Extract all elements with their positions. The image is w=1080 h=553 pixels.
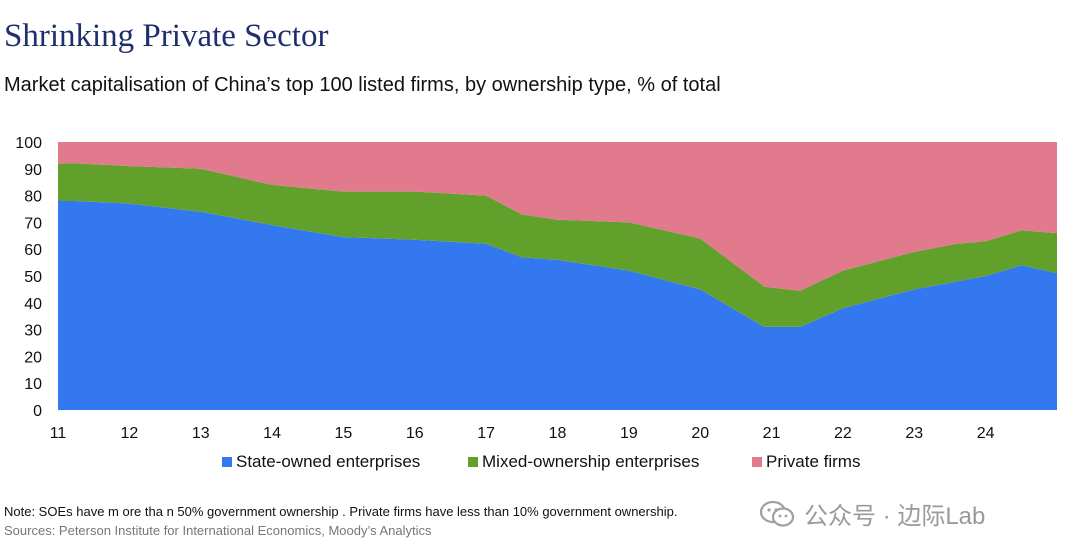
x-tick-label: 19 <box>620 425 638 442</box>
x-tick-label: 20 <box>691 425 709 442</box>
x-tick-label: 14 <box>263 425 281 442</box>
y-tick-label: 10 <box>24 376 42 393</box>
y-tick-label: 70 <box>24 215 42 232</box>
x-tick-label: 24 <box>977 425 995 442</box>
y-tick-label: 50 <box>24 269 42 286</box>
area-layers <box>58 142 1057 410</box>
legend-label-soe: State-owned enterprises <box>236 452 421 471</box>
x-tick-label: 15 <box>335 425 353 442</box>
watermark: 公众号 · 边际Lab <box>760 496 985 531</box>
legend-swatch-mixed <box>468 457 478 467</box>
wechat-icon <box>760 500 794 527</box>
legend-item-mixed: Mixed-ownership enterprises <box>468 452 699 472</box>
y-tick-label: 100 <box>15 135 42 152</box>
x-tick-label: 18 <box>549 425 567 442</box>
x-tick-label: 11 <box>50 425 67 442</box>
area-series-state-owned-enterprises <box>58 201 1057 410</box>
y-tick-label: 60 <box>24 242 42 259</box>
legend-label-mixed: Mixed-ownership enterprises <box>482 452 700 471</box>
y-tick-label: 30 <box>24 323 42 340</box>
x-tick-label: 23 <box>905 425 923 442</box>
y-tick-label: 0 <box>33 403 42 420</box>
chart-sources: Sources: Peterson Institute for Internat… <box>4 523 432 538</box>
chart-subtitle: Market capitalisation of China’s top 100… <box>4 74 721 96</box>
area-series-private-firms <box>58 142 1057 291</box>
watermark-text: 公众号 · 边际Lab <box>804 503 986 530</box>
x-axis-ticks: 11 12 13 14 15 16 17 18 19 20 21 22 23 24 <box>50 425 995 442</box>
x-tick-label: 12 <box>120 425 138 442</box>
y-tick-label: 80 <box>24 189 42 206</box>
x-tick-label: 22 <box>834 425 852 442</box>
y-tick-label: 90 <box>24 162 42 179</box>
legend-swatch-private <box>752 457 762 467</box>
x-tick-label: 13 <box>192 425 210 442</box>
legend-label-private: Private firms <box>766 452 861 471</box>
x-tick-label: 21 <box>763 425 781 442</box>
chart-title: Shrinking Private Sector <box>4 18 329 54</box>
x-tick-label: 17 <box>477 425 495 442</box>
y-tick-label: 40 <box>24 296 42 313</box>
legend-item-soe: State-owned enterprises <box>222 452 420 472</box>
area-series-mixed-ownership-enterprises <box>58 163 1057 327</box>
y-axis-ticks: 0 10 20 30 40 50 60 70 80 90 100 <box>15 135 42 420</box>
y-tick-label: 20 <box>24 349 42 366</box>
legend-item-private: Private firms <box>752 452 860 472</box>
x-tick-label: 16 <box>406 425 424 442</box>
chart-note: Note: SOEs have m ore tha n 50% governme… <box>4 504 678 519</box>
legend-swatch-soe <box>222 457 232 467</box>
